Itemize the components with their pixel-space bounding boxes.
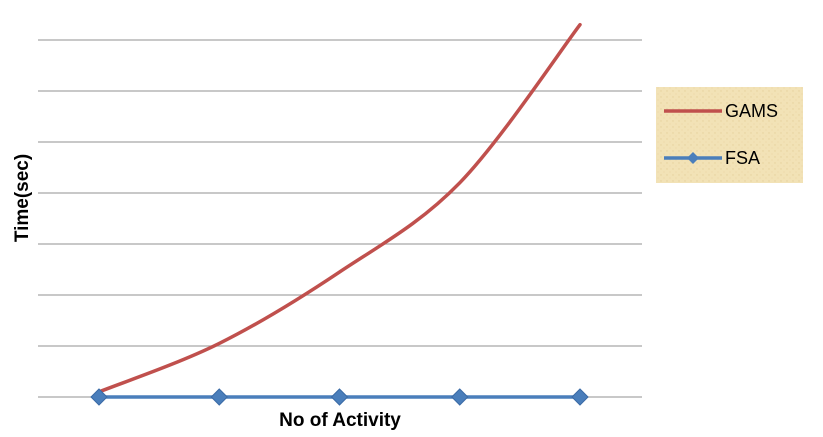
data-point-fsa-1 — [90, 388, 108, 406]
marker-layer — [90, 388, 589, 406]
data-point-fsa-4 — [451, 388, 469, 406]
series-line-gams — [97, 22, 582, 394]
legend-marker-fsa — [687, 152, 699, 164]
legend-label-fsa: FSA — [725, 148, 760, 168]
data-point-fsa-5 — [571, 388, 589, 406]
series-layer — [97, 22, 582, 399]
data-point-fsa-2 — [210, 388, 228, 406]
data-point-fsa-3 — [330, 388, 349, 406]
y-axis-label: Time(sec) — [12, 154, 33, 242]
legend: GAMS FSA — [656, 87, 803, 183]
x-axis-label: No of Activity — [279, 410, 401, 431]
legend-label-gams: GAMS — [725, 101, 778, 121]
legend-item-fsa: FSA — [664, 148, 760, 168]
gridlines — [38, 39, 642, 398]
legend-item-gams: GAMS — [664, 101, 778, 121]
legend-box — [656, 87, 803, 183]
